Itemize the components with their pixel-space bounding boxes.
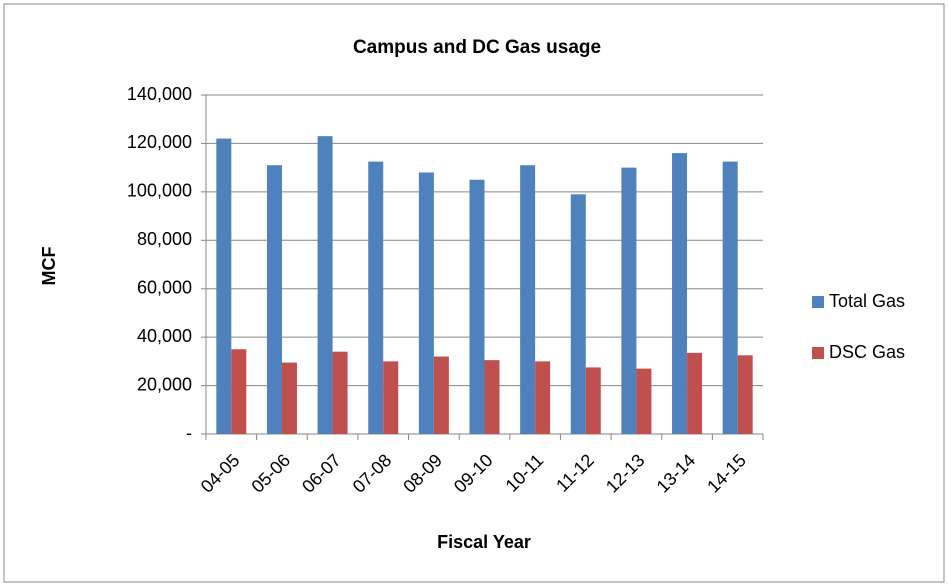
bar [368, 161, 384, 434]
x-axis-label: Fiscal Year [437, 532, 531, 552]
y-tick-label: - [186, 423, 192, 443]
bar [621, 167, 637, 434]
y-tick-label: 80,000 [137, 229, 192, 249]
bar [216, 138, 232, 435]
bar [687, 352, 703, 434]
bar [585, 367, 601, 434]
bar [672, 153, 688, 434]
legend-swatch [812, 347, 824, 359]
y-tick-label: 100,000 [127, 181, 192, 201]
bar [484, 360, 500, 434]
legend-label: Total Gas [829, 291, 905, 311]
y-tick-label: 40,000 [137, 326, 192, 346]
bar [281, 362, 297, 434]
y-tick-label: 140,000 [127, 84, 192, 104]
chart-title: Campus and DC Gas usage [353, 37, 601, 58]
bar [433, 356, 449, 434]
bar [469, 179, 485, 434]
bar [636, 368, 652, 434]
bar [520, 165, 536, 434]
bar [383, 361, 399, 434]
bar [332, 351, 348, 434]
y-tick-label: 60,000 [137, 277, 192, 297]
bar [418, 172, 434, 434]
bar [266, 165, 282, 434]
bar [737, 355, 753, 434]
legend-swatch [812, 296, 824, 308]
y-tick-label: 20,000 [137, 374, 192, 394]
bar [317, 136, 333, 434]
bar [535, 361, 551, 434]
y-tick-label: 120,000 [127, 132, 192, 152]
legend-label: DSC Gas [829, 342, 905, 362]
y-axis-label: MCF [39, 247, 59, 286]
bar [722, 161, 738, 434]
bar [231, 349, 247, 434]
bar [570, 194, 586, 434]
